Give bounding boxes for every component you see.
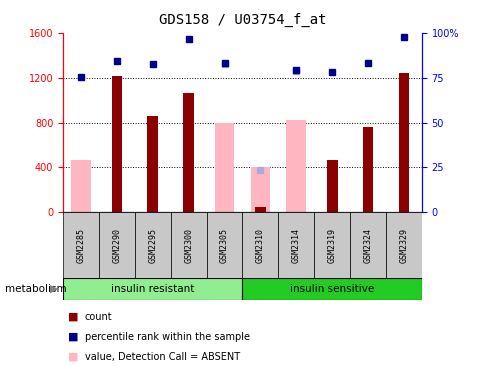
Text: percentile rank within the sample: percentile rank within the sample	[85, 332, 249, 342]
Text: ▶: ▶	[49, 284, 58, 294]
Text: insulin resistant: insulin resistant	[111, 284, 194, 294]
Bar	[183, 93, 194, 212]
Bar	[314, 212, 349, 278]
Text: value, Detection Call = ABSENT: value, Detection Call = ABSENT	[85, 352, 240, 362]
Bar	[63, 212, 99, 278]
Bar	[170, 212, 206, 278]
Bar	[250, 168, 270, 212]
Bar	[286, 120, 305, 212]
Text: ■: ■	[67, 332, 78, 342]
Bar	[242, 278, 421, 300]
Bar	[349, 212, 385, 278]
Bar	[326, 160, 337, 212]
Text: count: count	[85, 311, 112, 322]
Bar	[135, 212, 170, 278]
Text: GDS158 / U03754_f_at: GDS158 / U03754_f_at	[158, 13, 326, 27]
Text: GSM2285: GSM2285	[76, 228, 85, 263]
Text: GSM2310: GSM2310	[256, 228, 264, 263]
Bar	[71, 160, 91, 212]
Bar	[362, 127, 373, 212]
Bar	[147, 116, 158, 212]
Text: insulin sensitive: insulin sensitive	[289, 284, 374, 294]
Text: GSM2305: GSM2305	[220, 228, 228, 263]
Bar	[242, 212, 278, 278]
Bar	[278, 212, 314, 278]
Bar	[255, 207, 265, 212]
Bar	[111, 75, 122, 212]
Text: metabolism: metabolism	[5, 284, 66, 294]
Bar	[214, 123, 234, 212]
Text: ■: ■	[67, 311, 78, 322]
Bar	[206, 212, 242, 278]
Text: GSM2319: GSM2319	[327, 228, 336, 263]
Bar	[385, 212, 421, 278]
Text: GSM2295: GSM2295	[148, 228, 157, 263]
Text: GSM2324: GSM2324	[363, 228, 372, 263]
Text: GSM2314: GSM2314	[291, 228, 300, 263]
Text: GSM2300: GSM2300	[184, 228, 193, 263]
Bar	[99, 212, 135, 278]
Bar	[63, 278, 242, 300]
Text: ■: ■	[67, 352, 78, 362]
Text: GSM2290: GSM2290	[112, 228, 121, 263]
Text: GSM2329: GSM2329	[399, 228, 408, 263]
Bar	[398, 73, 408, 212]
